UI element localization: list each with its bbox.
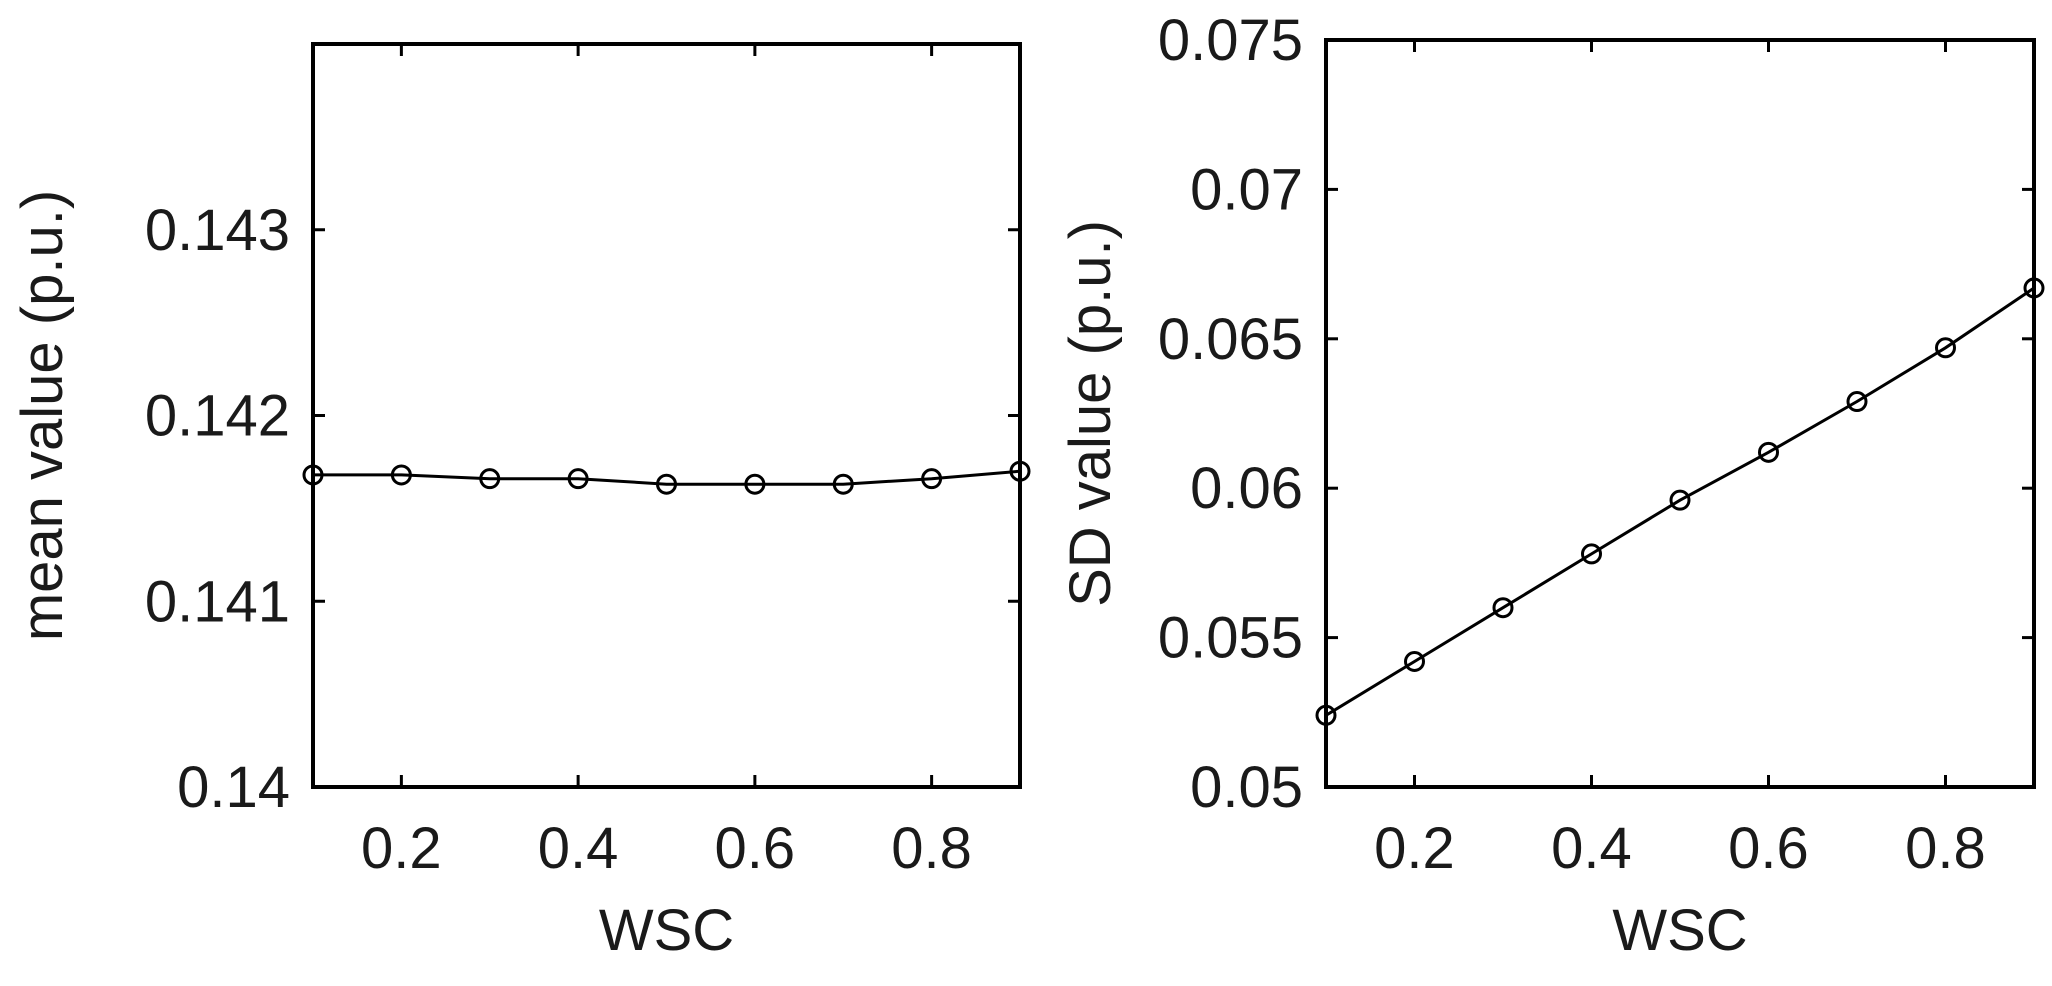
data-point-marker [1846, 391, 1868, 413]
x-tick-label: 0.6 [715, 816, 796, 881]
x-axis-label: WSC [599, 898, 734, 963]
y-tick-label: 0.06 [1190, 456, 1303, 521]
data-point-marker [1935, 337, 1956, 359]
data-point-marker [1581, 543, 1602, 565]
x-tick-label: 0.8 [891, 816, 972, 881]
y-tick-label: 0.075 [1158, 8, 1303, 73]
data-point-marker [302, 464, 324, 486]
data-point-marker [2023, 277, 2045, 299]
y-axis-label: mean value (p.u.) [10, 190, 75, 641]
data-point-marker [1404, 651, 1425, 673]
x-tick-label: 0.6 [1728, 816, 1809, 881]
data-point-marker [1669, 489, 1691, 511]
y-axis-label: SD value (p.u.) [1058, 220, 1123, 607]
data-point-marker [744, 473, 766, 495]
y-tick-label: 0.05 [1190, 755, 1303, 820]
x-axis-label: WSC [1612, 898, 1747, 963]
plot-frame [1324, 38, 2036, 789]
data-point-marker [1492, 597, 1514, 619]
data-point-marker [567, 468, 589, 490]
data-point-marker [479, 468, 501, 490]
x-tick-label: 0.4 [538, 816, 619, 881]
y-tick-label: 0.143 [145, 198, 290, 263]
sd-value-chart: 0.2 0.4 0.6 0.8 0.05 0.055 0.06 0.065 0.07 0.075 W… [1058, 8, 2045, 963]
data-point-marker [390, 464, 412, 486]
data-point-marker [1009, 460, 1031, 482]
y-tick-label: 0.14 [177, 755, 290, 820]
data-point-marker [656, 473, 677, 495]
data-point-marker [921, 468, 943, 490]
plot-frame [311, 42, 1022, 789]
series-line [313, 469, 1021, 486]
data-point-marker [832, 473, 854, 495]
y-tick-label: 0.142 [145, 384, 290, 449]
x-tick-label: 0.2 [1374, 816, 1455, 881]
data-point-marker [1758, 441, 1779, 463]
y-tick-label: 0.065 [1158, 307, 1303, 372]
y-tick-label: 0.141 [145, 569, 290, 634]
x-tick-label: 0.4 [1551, 816, 1632, 881]
data-point-marker [1315, 704, 1337, 726]
y-tick-label: 0.055 [1158, 606, 1303, 671]
series-line [1325, 286, 2035, 717]
x-tick-label: 0.2 [361, 816, 442, 881]
mean-value-chart: 0.2 0.4 0.6 0.8 0.14 0.141 0.142 0.143 WSC mean v… [10, 42, 1031, 963]
y-tick-label: 0.07 [1190, 157, 1303, 222]
x-tick-label: 0.8 [1905, 816, 1986, 881]
